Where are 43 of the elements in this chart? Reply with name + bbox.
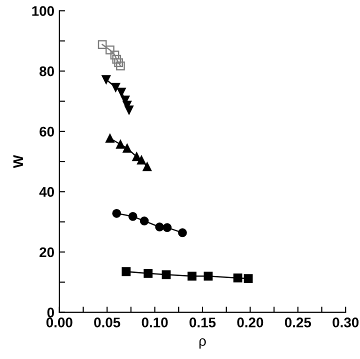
- point: [233, 274, 242, 282]
- point: [137, 156, 146, 164]
- point: [106, 46, 114, 54]
- point: [111, 82, 120, 92]
- x-tick-label: 0.15: [190, 318, 216, 328]
- point: [98, 40, 107, 49]
- point: [142, 162, 152, 172]
- y-tick-label: 100: [32, 6, 54, 16]
- point: [188, 272, 196, 281]
- point: [112, 208, 122, 218]
- y-tick-label: 60: [40, 126, 54, 137]
- point: [162, 270, 171, 280]
- point: [114, 58, 123, 68]
- y-tick-label: 40: [39, 187, 54, 197]
- point: [144, 268, 153, 278]
- point: [162, 223, 172, 232]
- x-tick-label: 0.30: [332, 318, 359, 328]
- point: [112, 54, 122, 64]
- point: [140, 216, 149, 226]
- point: [244, 274, 253, 283]
- point: [122, 267, 131, 276]
- x-axis-title: ρ: [199, 338, 206, 349]
- point: [116, 62, 125, 70]
- y-tick-label: 80: [40, 66, 54, 76]
- point: [204, 272, 213, 281]
- point: [124, 106, 134, 114]
- y-tick-label: 20: [40, 247, 54, 258]
- point: [128, 212, 138, 221]
- point: [155, 222, 164, 232]
- x-tick-label: 0.10: [142, 318, 168, 328]
- point: [102, 75, 111, 84]
- x-tick-label: 0.00: [46, 318, 72, 328]
- point: [116, 140, 125, 149]
- point: [122, 144, 132, 153]
- x-tick-label: 0.20: [237, 318, 264, 328]
- point: [106, 134, 114, 143]
- x-tick-label: 0.25: [284, 318, 312, 328]
- x-tick-label: 0.05: [94, 318, 120, 328]
- point: [178, 228, 187, 238]
- point: [116, 88, 126, 97]
- y-axis-title: W: [13, 155, 23, 168]
- y-tick-label: 0: [47, 308, 54, 318]
- point: [110, 50, 120, 60]
